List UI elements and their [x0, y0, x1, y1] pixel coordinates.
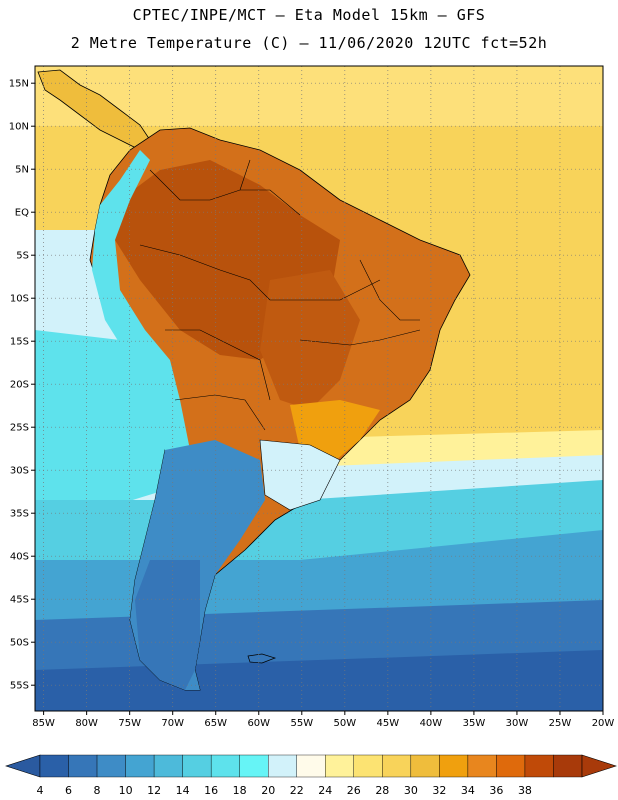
colorbar-label: 8	[94, 784, 101, 797]
lon-tick-label: 20W	[592, 718, 615, 729]
colorbar-swatch	[182, 754, 212, 778]
lat-tick-label: 30S	[10, 466, 29, 477]
colorbar-swatch	[467, 754, 497, 778]
colorbar-label: 10	[119, 784, 133, 797]
lon-tick-label: 45W	[377, 718, 400, 729]
colorbar-swatch	[410, 754, 440, 778]
colorbar-swatch	[153, 754, 183, 778]
lon-tick-label: 40W	[420, 718, 443, 729]
andes-cool-strip	[92, 150, 190, 470]
colorbar-label: 34	[461, 784, 475, 797]
colorbar-label: 12	[147, 784, 161, 797]
lon-tick-label: 25W	[549, 718, 572, 729]
lon-tick-label: 35W	[463, 718, 486, 729]
colorbar-label: 22	[290, 784, 304, 797]
lon-tick-label: 50W	[334, 718, 357, 729]
colorbar-label: 24	[318, 784, 332, 797]
lon-tick-label: 60W	[247, 718, 270, 729]
lat-tick-label: 15N	[9, 79, 29, 90]
lon-tick-label: 80W	[75, 718, 98, 729]
lon-tick-label: 55W	[290, 718, 313, 729]
map-title-line2: 2 Metre Temperature (C) – 11/06/2020 12U…	[70, 34, 548, 52]
lat-tick-label: 10N	[9, 122, 29, 133]
colorbar-label: 32	[432, 784, 446, 797]
colorbar-label: 26	[347, 784, 361, 797]
lat-tick-label: 35S	[10, 509, 29, 520]
latitude-axis: 15N 10N 5N EQ 5S 10S 15S 20S 25S 30S 35S 40S 45S 50S 5…	[9, 79, 35, 692]
map-title-line1: CPTEC/INPE/MCT – Eta Model 15km – GFS	[132, 6, 486, 24]
colorbar-swatch	[125, 754, 155, 778]
colorbar-swatch	[524, 754, 554, 778]
colorbar-label: 18	[233, 784, 247, 797]
map-area	[35, 66, 603, 711]
colorbar-swatch	[96, 754, 126, 778]
colorbar-label: 30	[404, 784, 418, 797]
lon-tick-label: 85W	[32, 718, 55, 729]
lat-tick-label: 10S	[10, 294, 29, 305]
lon-tick-label: 30W	[506, 718, 529, 729]
colorbar: 4 6 8 10 12 14 16 18 20 22 24 26 28 30 32 34 36 38	[5, 754, 617, 797]
lat-tick-label: 20S	[10, 380, 29, 391]
lon-tick-label: 75W	[118, 718, 141, 729]
colorbar-swatch	[239, 754, 269, 778]
colorbar-swatch	[296, 754, 326, 778]
colorbar-label: 36	[489, 784, 503, 797]
colorbar-swatch	[68, 754, 98, 778]
colorbar-swatch	[39, 754, 69, 778]
north-atlantic-band	[35, 66, 603, 126]
lat-tick-label: 25S	[10, 423, 29, 434]
colorbar-label: 6	[65, 784, 72, 797]
pampas-cool-region	[259, 439, 341, 511]
colorbar-label: 16	[204, 784, 218, 797]
colorbar-under-arrow	[5, 754, 41, 778]
falkland-islands	[247, 653, 277, 664]
lat-tick-label: 50S	[10, 638, 29, 649]
colorbar-swatch	[325, 754, 354, 778]
lat-tick-label: 5N	[15, 165, 29, 176]
pacific-cyan-band	[35, 330, 168, 520]
lon-tick-label: 70W	[161, 718, 184, 729]
central-brazil-hot	[260, 270, 360, 410]
lon-tick-label: 65W	[204, 718, 227, 729]
colorbar-swatch	[553, 754, 583, 778]
colorbar-swatch	[353, 754, 383, 778]
colorbar-label: 28	[375, 784, 389, 797]
lat-tick-label: EQ	[15, 208, 29, 219]
lat-tick-label: 55S	[10, 681, 29, 692]
colorbar-label: 14	[176, 784, 190, 797]
colorbar-over-arrow	[581, 754, 617, 778]
colorbar-swatch	[439, 754, 469, 778]
colorbar-label: 4	[37, 784, 44, 797]
country-borders	[139, 159, 421, 431]
longitude-axis: 85W 80W 75W 70W 65W 60W 55W 50W 45W 40W 35W 30W 25W 2…	[32, 711, 614, 729]
colorbar-swatch	[268, 754, 297, 778]
map-frame	[34, 65, 604, 712]
colorbar-swatch	[382, 754, 412, 778]
colorbar-label: 20	[261, 784, 275, 797]
lat-tick-label: 5S	[16, 251, 29, 262]
colorbar-swatch	[210, 754, 240, 778]
southern-patagonia-coldest	[135, 560, 200, 690]
map-graticule	[35, 66, 603, 711]
lat-tick-label: 40S	[10, 552, 29, 563]
lat-tick-label: 15S	[10, 337, 29, 348]
colorbar-swatch	[496, 754, 526, 778]
colorbar-label: 38	[518, 784, 532, 797]
lat-tick-label: 45S	[10, 595, 29, 606]
